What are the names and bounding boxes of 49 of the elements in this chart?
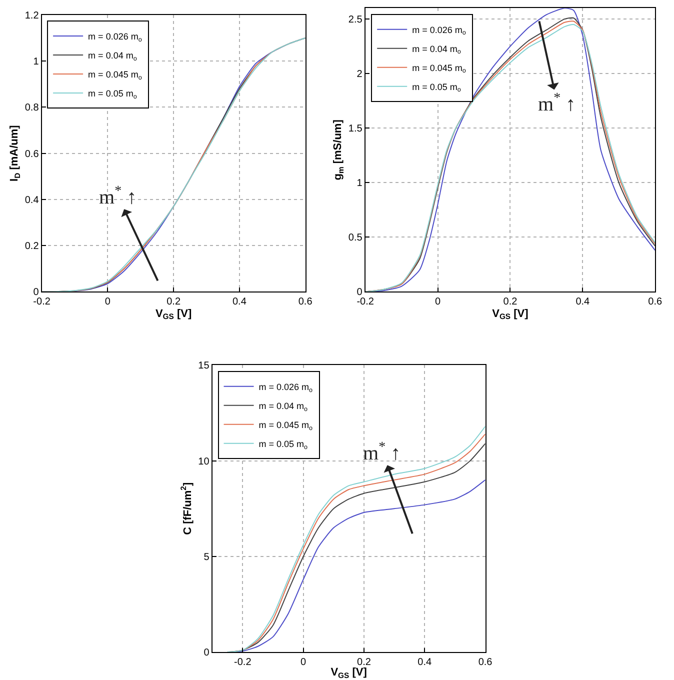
legend-label: m = 0.04 m$_{o}$: [258, 400, 308, 413]
x-tick-label: 0: [104, 296, 111, 308]
annotation: m$^{*}$ ↑: [99, 184, 137, 208]
legend-label: m = 0.05 m$_{o}$: [258, 438, 308, 451]
x-tick-label: 0.6: [298, 296, 313, 308]
legend-label: m = 0.05 m$_{o}$: [88, 88, 138, 100]
y-tick-label: 0: [356, 287, 363, 298]
x-axis-title: V$_{GS}$ [V]: [330, 666, 368, 680]
y-tick-label: 0.6: [24, 148, 40, 160]
legend-label: m = 0.04 m$_{o}$: [412, 44, 462, 56]
annotation: m$^{*}$ ↑: [538, 91, 576, 116]
y-tick-label: 10: [198, 456, 210, 468]
legend-label: m = 0.045 m$_{o}$: [88, 70, 142, 82]
y-tick-label: 0: [204, 648, 210, 659]
y-tick-label: 0.5: [348, 232, 363, 244]
y-tick-label: 1: [356, 178, 363, 190]
x-tick-label: 0.4: [232, 296, 247, 308]
x-tick-label: -0.2: [234, 657, 252, 668]
x-tick-label: -0.2: [33, 296, 51, 308]
x-tick-label: 0.2: [503, 296, 518, 308]
legend-label: m = 0.026 m$_{o}$: [88, 32, 142, 44]
y-tick-label: 0: [33, 287, 40, 298]
y-tick-label: 5: [204, 552, 210, 563]
legend-label: m = 0.026 m$_{o}$: [258, 382, 314, 394]
y-tick-label: 0.8: [24, 102, 40, 114]
y-tick-label: 1.2: [24, 10, 40, 22]
x-tick-label: 0.6: [478, 657, 493, 668]
y-tick-label: 0.4: [24, 194, 40, 206]
x-axis-title: V$_{GS}$ [V]: [492, 308, 529, 322]
y-tick-label: 15: [198, 360, 210, 372]
y-tick-label: 1.5: [348, 124, 363, 135]
x-tick-label: 0.4: [418, 657, 432, 668]
legend-label: m = 0.045 m$_{o}$: [258, 420, 314, 432]
y-tick-label: 2.5: [348, 14, 363, 26]
x-tick-label: 0: [434, 296, 441, 308]
y-tick-label: 0.2: [24, 241, 40, 252]
x-tick-label: 0.4: [576, 296, 590, 308]
y-tick-label: 2: [356, 69, 363, 80]
x-axis-title: V$_{GS}$ [V]: [155, 308, 192, 322]
legend-label: m = 0.05 m$_{o}$: [412, 82, 462, 94]
x-tick-label: 0.6: [648, 296, 663, 308]
x-tick-label: 0.2: [166, 296, 181, 308]
x-tick-label: 0: [300, 657, 307, 668]
annotation: m$^{*}$ ↑: [363, 440, 401, 464]
legend-label: m = 0.045 m$_{o}$: [412, 62, 466, 75]
y-tick-label: 1: [33, 56, 40, 68]
legend-label: m = 0.04 m$_{o}$: [88, 50, 138, 62]
x-tick-label: -0.2: [356, 296, 374, 308]
legend-label: m = 0.026 m$_{o}$: [412, 24, 466, 37]
